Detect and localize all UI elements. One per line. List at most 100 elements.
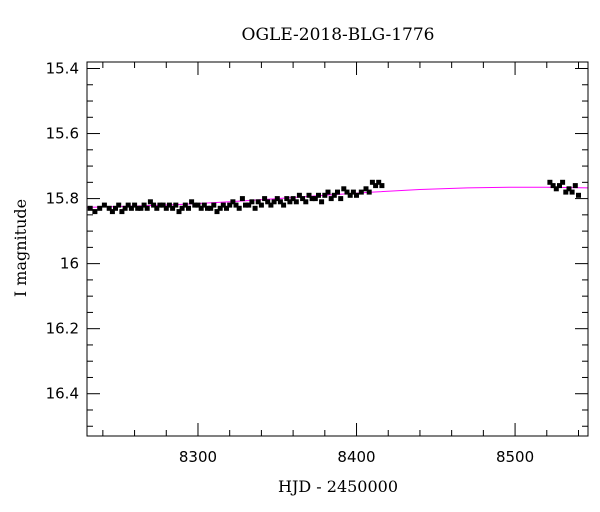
data-point xyxy=(563,189,569,195)
data-point xyxy=(347,192,353,198)
data-point xyxy=(141,202,147,208)
data-point xyxy=(277,199,283,205)
data-point xyxy=(379,183,385,189)
axis-tick-labels: 8300 8400 8500 15.4 15.6 15.8 16 16.2 16.4 xyxy=(46,60,535,466)
data-point xyxy=(274,196,280,202)
data-point xyxy=(312,196,318,202)
y-tick-label: 16.2 xyxy=(46,320,79,338)
data-point xyxy=(287,199,293,205)
data-point xyxy=(227,202,233,208)
data-point xyxy=(316,192,321,198)
data-point xyxy=(176,209,182,215)
data-point xyxy=(189,199,195,205)
data-point xyxy=(205,205,210,211)
data-point xyxy=(166,202,172,208)
data-point xyxy=(87,205,93,211)
data-point xyxy=(319,199,325,205)
chart-title: OGLE-2018-BLG-1776 xyxy=(242,25,435,45)
data-point xyxy=(132,202,138,208)
data-point xyxy=(182,202,188,208)
data-point xyxy=(358,189,364,195)
data-point xyxy=(173,202,179,208)
data-point xyxy=(572,183,578,189)
data-point xyxy=(170,205,176,211)
data-point xyxy=(138,205,144,211)
data-point xyxy=(217,205,223,211)
data-point xyxy=(144,205,150,211)
data-point xyxy=(322,192,328,198)
y-tick-label: 15.8 xyxy=(46,190,79,208)
data-point xyxy=(566,186,572,192)
data-point xyxy=(201,202,207,208)
data-point xyxy=(281,202,287,208)
data-point xyxy=(160,202,166,208)
data-point xyxy=(350,189,356,195)
data-point xyxy=(92,209,98,215)
data-point xyxy=(309,196,315,202)
data-point xyxy=(135,205,141,211)
data-point xyxy=(119,209,125,215)
data-point xyxy=(106,205,112,211)
data-point xyxy=(109,209,115,215)
data-point xyxy=(128,205,134,211)
data-points xyxy=(87,179,581,215)
data-point xyxy=(576,192,581,198)
data-point xyxy=(236,205,242,211)
plot-frame xyxy=(86,61,589,437)
data-point xyxy=(249,199,255,205)
data-point xyxy=(344,189,350,195)
x-tick-label: 8300 xyxy=(179,448,217,466)
data-point xyxy=(363,186,369,192)
data-point xyxy=(335,189,340,195)
data-point xyxy=(192,202,198,208)
data-point xyxy=(262,196,268,202)
data-point xyxy=(157,202,163,208)
data-point xyxy=(560,179,566,185)
data-point xyxy=(255,199,261,205)
data-point xyxy=(258,202,264,208)
data-point xyxy=(239,196,245,202)
data-point xyxy=(376,179,382,185)
y-tick-label: 15.6 xyxy=(46,125,79,143)
data-point xyxy=(296,192,302,198)
data-point xyxy=(300,196,306,202)
data-point xyxy=(550,183,556,189)
data-point xyxy=(230,199,236,205)
y-tick-label: 16.4 xyxy=(46,385,79,403)
data-point xyxy=(569,189,575,195)
data-point xyxy=(198,205,204,211)
data-point xyxy=(252,205,258,211)
data-point xyxy=(547,179,553,185)
data-point xyxy=(268,202,274,208)
data-point xyxy=(101,202,107,208)
data-point xyxy=(303,199,309,205)
data-point xyxy=(366,189,372,195)
data-point xyxy=(125,202,131,208)
data-point xyxy=(265,199,271,205)
data-point xyxy=(338,196,344,202)
data-point xyxy=(306,192,312,198)
data-point xyxy=(224,205,229,211)
data-point xyxy=(354,192,359,198)
data-point xyxy=(331,192,337,198)
data-point xyxy=(113,205,118,211)
data-point xyxy=(373,183,379,189)
data-point xyxy=(271,199,277,205)
data-point xyxy=(233,202,239,208)
data-point xyxy=(151,202,157,208)
data-point xyxy=(284,196,290,202)
data-point xyxy=(328,196,334,202)
data-point xyxy=(214,209,220,215)
data-point xyxy=(208,205,214,211)
data-point xyxy=(116,202,122,208)
y-tick-label: 16 xyxy=(60,255,79,273)
data-point xyxy=(147,199,153,205)
data-point xyxy=(163,205,169,211)
x-tick-label: 8400 xyxy=(337,448,375,466)
data-point xyxy=(553,186,559,192)
data-point xyxy=(243,202,248,208)
data-point xyxy=(220,202,226,208)
y-axis-label: I magnitude xyxy=(11,199,30,297)
data-point xyxy=(154,205,160,211)
